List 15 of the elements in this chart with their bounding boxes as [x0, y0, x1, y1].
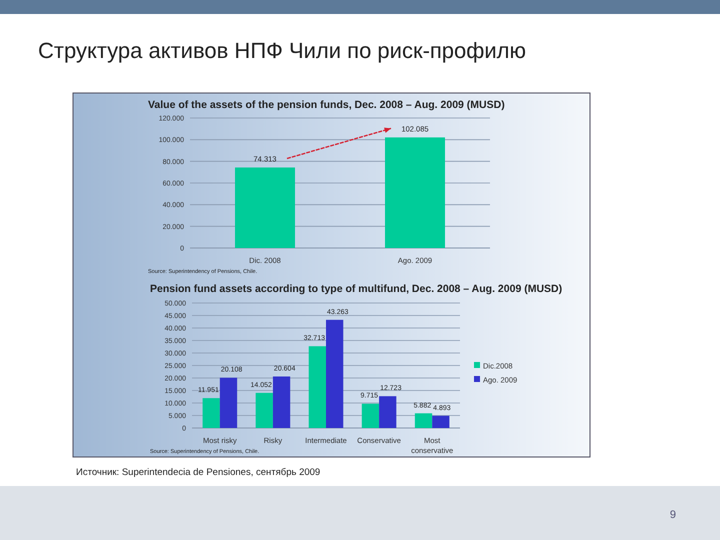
text: 9: [670, 509, 676, 521]
text: Источник: Superintendecia de Pensiones, сентябрь 2009: [76, 467, 320, 478]
bar: [308, 346, 326, 428]
text: Структура активов НПФ Чили по риск-профилю: [38, 38, 526, 63]
bar: [202, 398, 220, 428]
bar: [414, 413, 432, 428]
chart-title: Pension fund assets according to type of multifund, Dec. 2008 – Aug. 2009 (MUSD): [150, 283, 562, 295]
chart-title: Value of the assets of the pension funds, Dec. 2008 – Aug. 2009 (MUSD): [148, 99, 505, 111]
bar: [432, 416, 450, 428]
bar: [272, 376, 290, 428]
bar: [220, 378, 238, 428]
bar: [362, 404, 380, 428]
bar: [256, 392, 273, 428]
bar: [326, 320, 344, 428]
bar: [379, 396, 396, 428]
